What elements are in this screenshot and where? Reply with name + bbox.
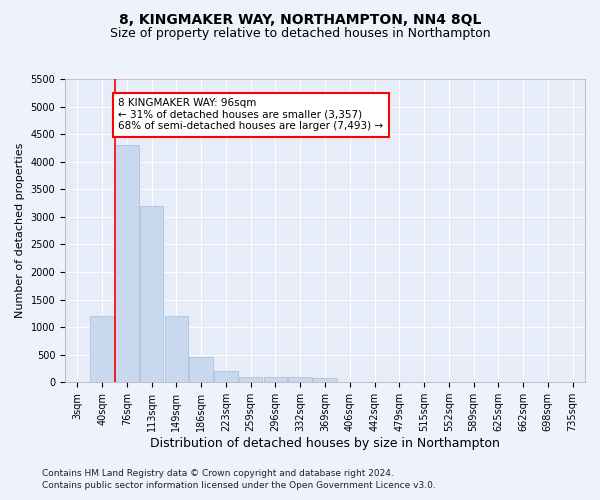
Bar [289, 376, 312, 382]
Bar [140, 206, 163, 382]
Bar [239, 376, 262, 382]
Text: 8, KINGMAKER WAY, NORTHAMPTON, NN4 8QL: 8, KINGMAKER WAY, NORTHAMPTON, NN4 8QL [119, 12, 481, 26]
Bar [164, 316, 188, 382]
Bar [313, 378, 337, 382]
Y-axis label: Number of detached properties: Number of detached properties [15, 143, 25, 318]
Bar [91, 316, 114, 382]
X-axis label: Distribution of detached houses by size in Northampton: Distribution of detached houses by size … [150, 437, 500, 450]
Text: Contains HM Land Registry data © Crown copyright and database right 2024.: Contains HM Land Registry data © Crown c… [42, 468, 394, 477]
Text: Contains public sector information licensed under the Open Government Licence v3: Contains public sector information licen… [42, 481, 436, 490]
Text: Size of property relative to detached houses in Northampton: Size of property relative to detached ho… [110, 28, 490, 40]
Bar [214, 371, 238, 382]
Bar [115, 145, 139, 382]
Text: 8 KINGMAKER WAY: 96sqm
← 31% of detached houses are smaller (3,357)
68% of semi-: 8 KINGMAKER WAY: 96sqm ← 31% of detached… [118, 98, 383, 132]
Bar [264, 376, 287, 382]
Bar [190, 358, 213, 382]
